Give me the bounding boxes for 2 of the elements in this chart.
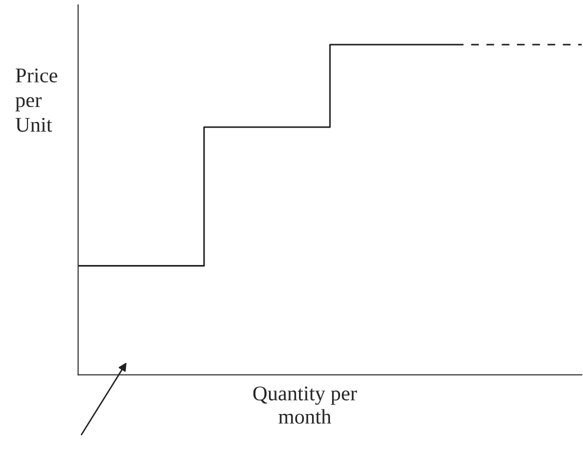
x-axis-title: Quantity per month (253, 386, 357, 424)
y-axis-title: Price per Unit (15, 68, 58, 132)
